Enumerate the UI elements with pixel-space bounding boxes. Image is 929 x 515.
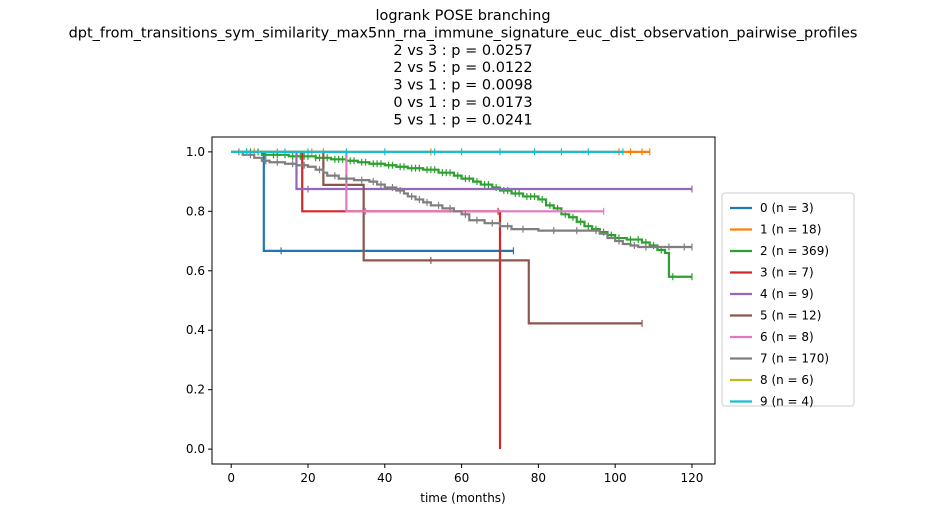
plot-frame [211,136,716,465]
x-axis-label: time (months) [420,491,506,505]
y-tick-label-0: 0.0 [186,442,205,456]
x-tick-label-3: 60 [454,471,469,485]
title-line-6: 5 vs 1 : p = 0.0241 [393,112,532,128]
series-lines [231,148,693,450]
series-0 [231,150,515,255]
legend-label-6: 6 (n = 8) [760,330,814,344]
x-tick-label-5: 100 [604,471,627,485]
legend-label-8: 8 (n = 6) [760,373,814,387]
y-tick-label-3: 0.6 [186,264,205,278]
title-line-5: 0 vs 1 : p = 0.0173 [393,95,532,111]
y-tick-label-4: 0.8 [186,204,205,218]
legend-label-2: 2 (n = 369) [760,244,829,258]
y-tick-label-2: 0.4 [186,323,205,337]
series-line-0 [231,150,514,252]
series-line-3 [231,150,502,450]
legend-label-7: 7 (n = 170) [760,352,829,366]
title-line-1: dpt_from_transitions_sym_similarity_max5… [69,25,858,41]
y-tick-label-5: 1.0 [186,145,205,159]
series-3 [231,150,502,450]
title-line-2: 2 vs 3 : p = 0.0257 [393,43,532,59]
title-line-3: 2 vs 5 : p = 0.0122 [393,60,532,76]
x-tick-label-6: 120 [681,471,704,485]
series-7 [231,148,693,251]
title-line-4: 3 vs 1 : p = 0.0098 [393,78,532,94]
series-line-6 [231,150,604,213]
y-axis-ticks: 0.0 0.2 0.4 0.6 0.8 1.0 [186,145,212,456]
x-tick-label-4: 80 [531,471,546,485]
legend-label-5: 5 (n = 12) [760,309,821,323]
legend-label-4: 4 (n = 9) [760,287,814,301]
x-tick-label-1: 20 [300,471,315,485]
legend-label-1: 1 (n = 18) [760,223,821,237]
series-line-2 [231,150,692,278]
legend-label-0: 0 (n = 3) [760,201,814,215]
legend-label-3: 3 (n = 7) [760,266,814,280]
series-line-5 [231,150,643,325]
x-tick-label-0: 0 [227,471,235,485]
x-axis-ticks: 0 20 40 60 80 100 120 [227,464,703,485]
legend-label-9: 9 (n = 4) [760,395,814,409]
series-line-7 [231,150,692,249]
x-tick-label-2: 40 [377,471,392,485]
legend-frame [721,192,855,407]
y-tick-label-1: 0.2 [186,383,205,397]
legend: 0 (n = 3) 1 (n = 18) 2 (n = 369) 3 (n = 7) 4… [721,192,855,409]
title-line-0: logrank POSE branching [375,8,550,24]
series-9 [231,148,624,156]
series-5 [231,150,643,327]
chart-title: logrank POSE branchingdpt_from_transitio… [69,8,858,128]
